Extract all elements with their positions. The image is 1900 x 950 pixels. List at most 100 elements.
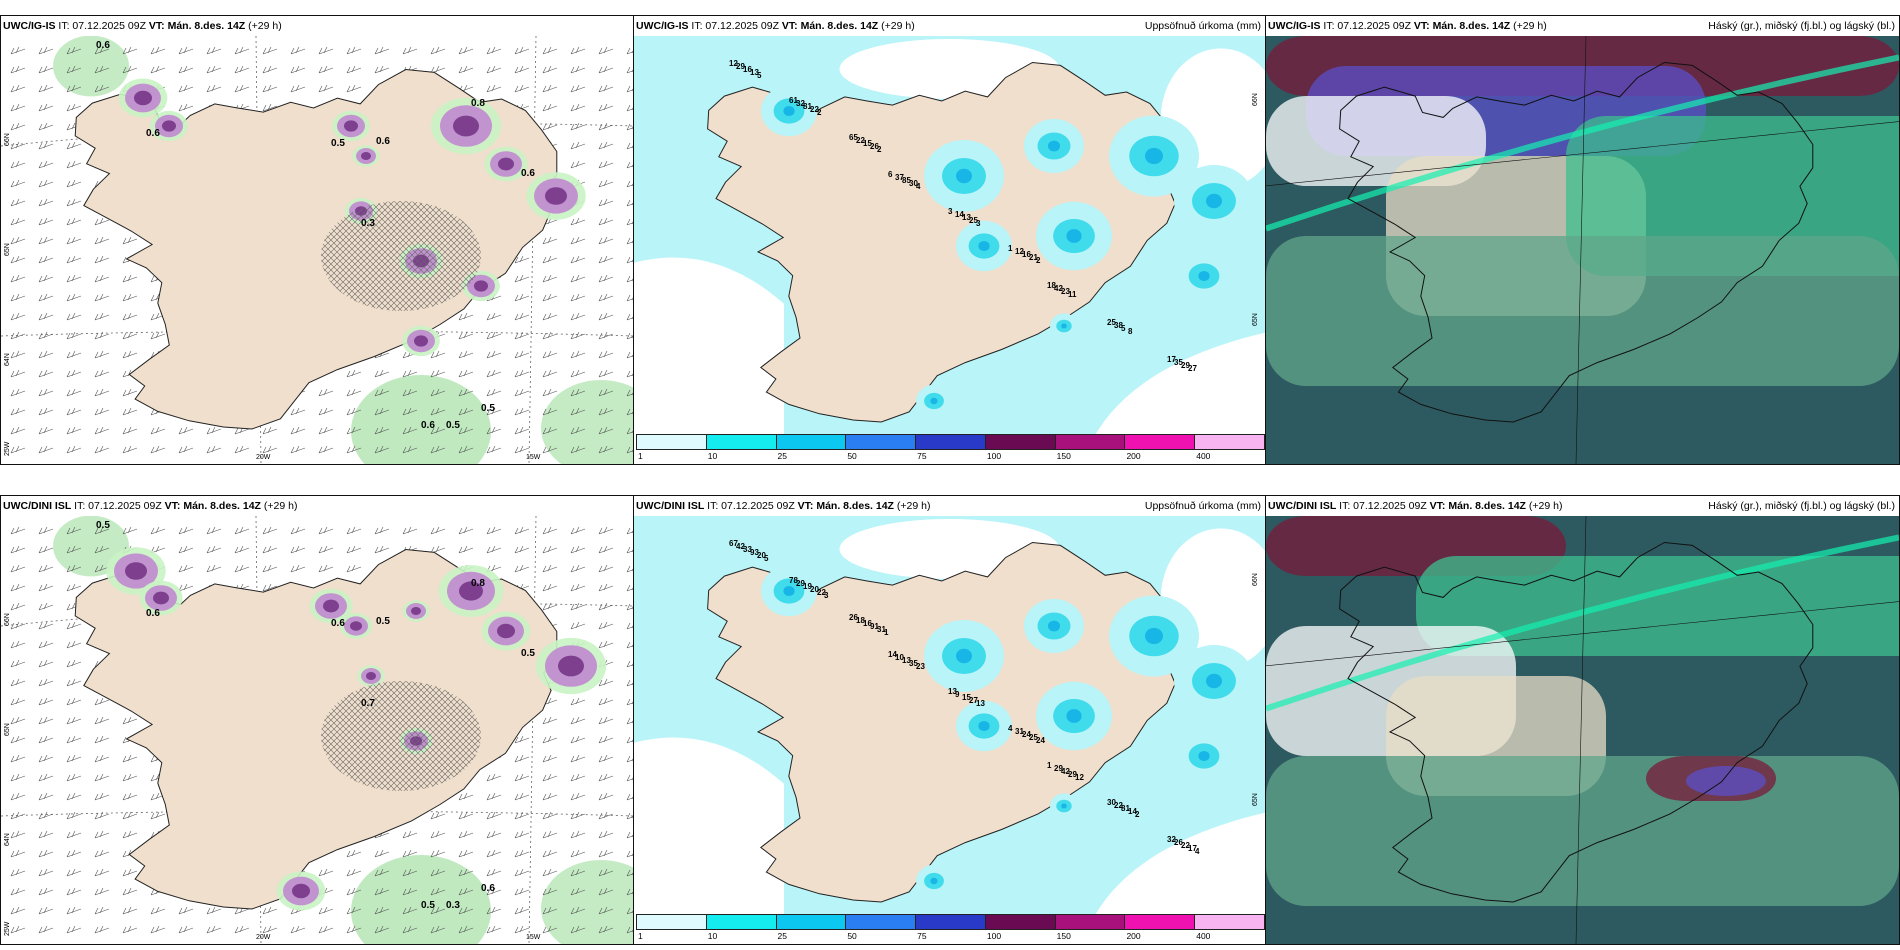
wind-barb [10, 331, 26, 340]
wind-barb [94, 754, 110, 763]
precip-amount-label: 32 [796, 99, 805, 108]
wind-barb [542, 602, 558, 611]
wind-barb [570, 236, 586, 245]
wind-barb [598, 426, 614, 435]
heavy-precip-area [978, 240, 990, 252]
wind-barb [10, 84, 26, 93]
precip-amount-label: 31 [877, 625, 886, 634]
wind-barb [206, 426, 222, 435]
wind-barb [626, 389, 633, 397]
wind-barb [10, 65, 26, 74]
wind-barb [486, 407, 502, 416]
precip-amount-label: 4 [916, 182, 921, 191]
wind-barb [570, 84, 586, 93]
wind-barb [486, 426, 502, 435]
wind-barb [66, 583, 82, 592]
wind-barb [38, 388, 54, 397]
wind-barb [66, 621, 82, 630]
colorbar-tick-label: 200 [1126, 451, 1141, 461]
wind-barb [10, 179, 26, 188]
wind-barb [542, 925, 558, 934]
wind-barb [10, 564, 26, 573]
wind-barb [570, 735, 586, 744]
wind-barb [626, 294, 633, 302]
wind-barb [38, 255, 54, 264]
wind-barb [514, 545, 530, 554]
heavy-snow-area [474, 280, 488, 292]
wind-barb [570, 564, 586, 573]
wind-barb [486, 545, 502, 554]
wind-barb [38, 583, 54, 592]
wind-barb [66, 830, 82, 839]
precip-title: Uppsöfnuð úrkoma (mm) [1144, 20, 1261, 32]
precip-amount-label: 27 [969, 696, 978, 705]
wind-barb [570, 350, 586, 359]
valid-time: Mán. 8.des. 14Z [167, 20, 246, 32]
wind-barb [458, 906, 474, 915]
wind-barb [66, 179, 82, 188]
wind-barb [66, 773, 82, 782]
valid-time: Mán. 8.des. 14Z [816, 500, 894, 512]
precip-amount-label: 13 [976, 699, 985, 708]
wind-barb [10, 659, 26, 668]
map-cloud-cover[interactable] [1266, 516, 1899, 944]
wind-barb [318, 445, 334, 454]
cloud-edge [1266, 54, 1899, 232]
heavy-snow-area [366, 672, 376, 680]
wind-barb [66, 369, 82, 378]
wind-barb [570, 46, 586, 55]
dry-area [1088, 332, 1265, 448]
wind-barb [598, 179, 614, 188]
wind-barb [514, 526, 530, 535]
wind-barb [318, 65, 334, 74]
wind-barb [94, 369, 110, 378]
wind-barb [626, 717, 633, 725]
heavy-precip-area [1061, 803, 1067, 809]
heavy-precip-area [1066, 229, 1082, 243]
wind-barb [122, 236, 138, 245]
wind-barb [626, 622, 633, 630]
precip-amount-label: 4 [1008, 724, 1013, 733]
panel-header: UWC/DINI ISL IT: 07.12.2025 09Z VT: Mán.… [636, 498, 1261, 514]
precip-value-label: 0.6 [146, 128, 160, 139]
cloud-title: Háský (gr.), miðský (fj.bl.) og lágský (… [1708, 20, 1895, 32]
wind-barb [570, 103, 586, 112]
iceland-landmass [74, 548, 558, 910]
wind-barb [514, 407, 530, 416]
map-accumulated-precip[interactable]: 67 78 26 14 13 4 1 30 32 42 29 18 10 9 31 29 22 26 33 19 16 1… [634, 516, 1265, 928]
heavy-snow-area [125, 562, 147, 580]
precip-amount-label: 9 [955, 690, 960, 699]
panel-header: UWC/DINI ISL IT: 07.12.2025 09Z VT: Mán.… [1268, 498, 1895, 514]
model-name: UWC/IG-IS [3, 20, 56, 32]
wind-barb [10, 640, 26, 649]
map-accumulated-precip[interactable]: 12 61 65 6 3 1 18 25 17 29 32 22 37 14 12 42 38 35 16 81 15 8… [634, 36, 1265, 448]
colorbar-swatch [984, 914, 1056, 930]
map-wind-precip[interactable]: 0.5 0.6 0.6 0.5 0.8 0.5 0.6 0.5 0.3 0.7 66N 64N 65N 2… [1, 516, 633, 944]
wind-barb [514, 84, 530, 93]
precip-amount-label: 35 [909, 659, 918, 668]
wind-barb [262, 526, 278, 535]
wind-barb [374, 868, 390, 877]
wind-barb [38, 198, 54, 207]
wind-barb [66, 84, 82, 93]
colorbar-tick-label: 100 [986, 451, 1002, 461]
wind-barb [486, 388, 502, 397]
wind-barb [10, 198, 26, 207]
wind-barb [38, 640, 54, 649]
wind-barb [486, 811, 502, 820]
wind-barb [38, 849, 54, 858]
wind-barb [38, 312, 54, 321]
wind-barb [178, 583, 194, 592]
wind-barb [94, 331, 110, 340]
wind-barb [542, 369, 558, 378]
heavy-precip-area [1206, 193, 1222, 209]
wind-barb [598, 217, 614, 226]
wind-barb [542, 46, 558, 55]
wind-barb [66, 426, 82, 435]
map-wind-precip[interactable]: 0.6 0.6 0.5 0.6 0.8 0.6 0.5 0.6 0.5 0.3 66N 64N 65N 2… [1, 36, 633, 464]
latitude-label: 25W [4, 921, 11, 936]
wind-barb [542, 583, 558, 592]
map-cloud-cover[interactable] [1266, 36, 1899, 464]
precip-amount-label: 14 [888, 650, 897, 659]
wind-barb [402, 887, 418, 896]
